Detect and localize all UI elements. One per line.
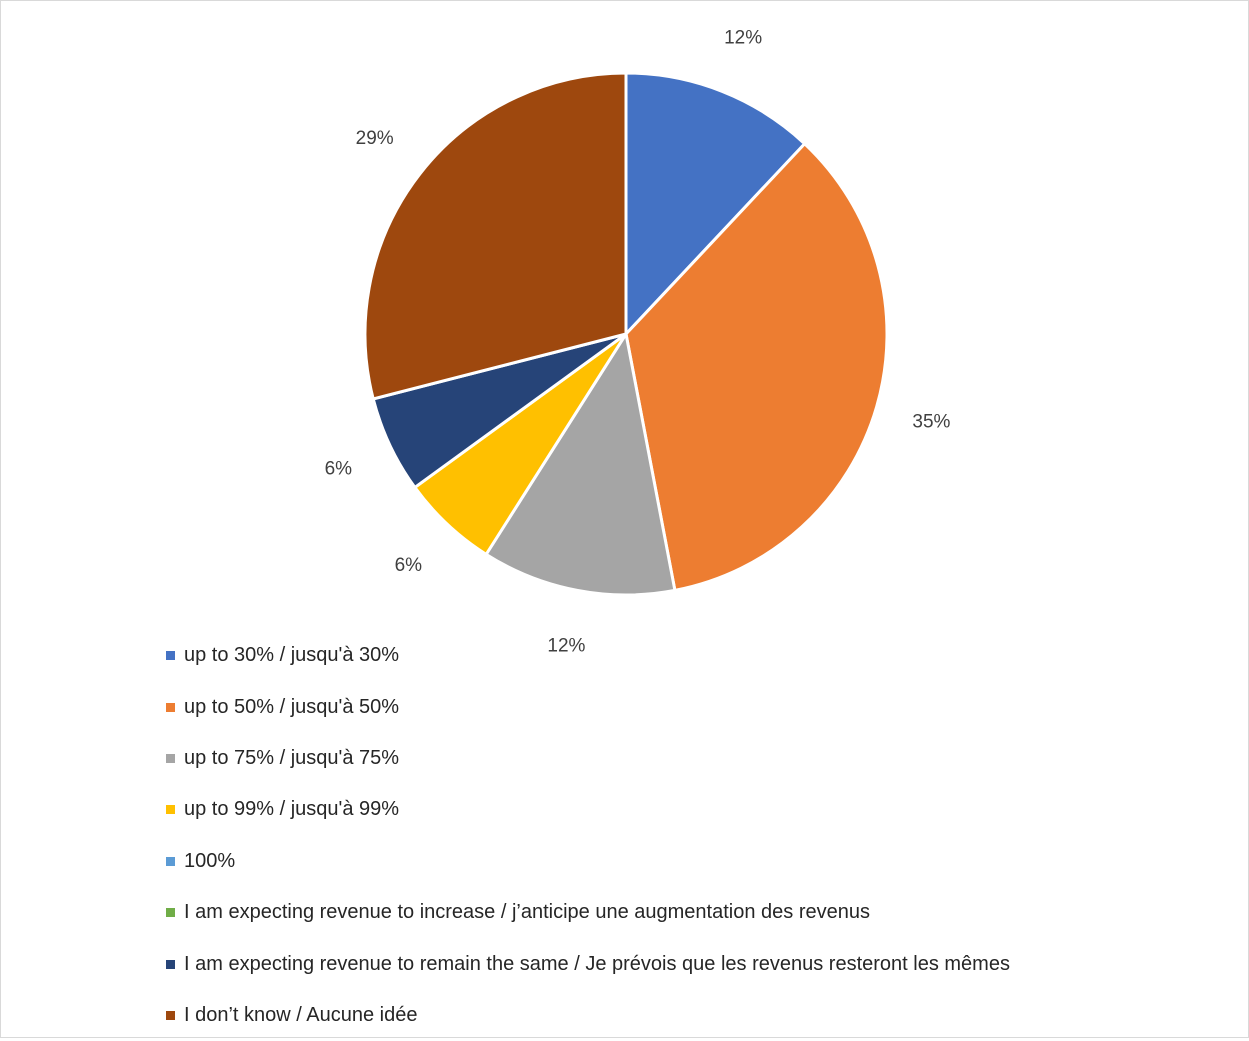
legend-swatch-5 [166,856,175,866]
legend-label-5: 100% [184,849,236,872]
legend-item-2: up to 50% / jusqu'à 50% [166,681,1236,732]
legend-swatch-1 [166,651,175,661]
legend-label-1: up to 30% / jusqu'à 30% [184,644,400,667]
legend-swatch-6 [166,908,175,918]
pie-slice-3 [484,332,677,597]
legend-item-6: I am expecting revenue to increase / j’a… [166,887,1236,938]
legend-item-4: up to 99% / jusqu'à 99% [166,784,1236,835]
data-label-8: 29% [356,128,394,149]
pie-slice-8 [363,71,628,401]
data-label-1: 12% [724,27,762,48]
legend-swatch-7 [166,959,175,969]
legend-item-8: I don’t know / Aucune idée [166,990,1236,1041]
data-label-7: 6% [325,458,353,479]
data-labels: 12% 35% 12% 6% 6% 29% [325,27,951,656]
legend-label-4: up to 99% / jusqu'à 99% [184,798,400,821]
data-label-3: 12% [547,635,585,656]
data-label-4: 6% [395,555,423,576]
legend-label-2: up to 50% / jusqu'à 50% [184,695,400,718]
legend-item-3: up to 75% / jusqu'à 75% [166,733,1236,784]
legend-label-6: I am expecting revenue to increase / j’a… [184,901,870,924]
legend-swatch-8 [166,1010,175,1020]
legend-label-8: I don’t know / Aucune idée [184,1003,418,1026]
pie-slice-2 [624,142,889,592]
legend: up to 30% / jusqu'à 30% up to 50% / jusqu… [166,630,1236,1041]
legend-swatch-2 [166,702,175,712]
legend-item-5: 100% [166,836,1236,887]
legend-item-1: up to 30% / jusqu'à 30% [166,630,1236,681]
pie-slices [363,71,889,597]
legend-swatch-3 [166,753,175,763]
legend-label-3: up to 75% / jusqu'à 75% [184,746,400,769]
data-label-2: 35% [912,412,950,433]
legend-swatch-4 [166,805,175,815]
legend-item-7: I am expecting revenue to remain the sam… [166,938,1236,989]
pie-slice-1 [624,71,807,336]
legend-label-7: I am expecting revenue to remain the sam… [184,952,1010,975]
